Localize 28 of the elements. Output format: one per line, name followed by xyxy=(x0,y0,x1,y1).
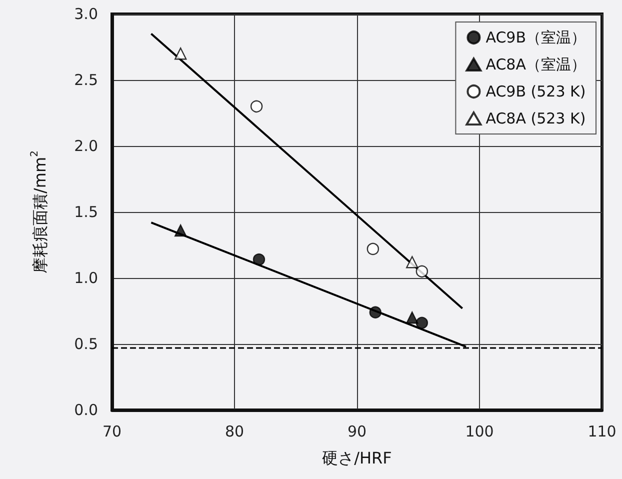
x-tick-label: 80 xyxy=(224,422,244,440)
point xyxy=(174,48,187,60)
point xyxy=(252,253,266,266)
point xyxy=(250,100,263,112)
point xyxy=(416,316,428,329)
y-tick-label: 3.0 xyxy=(74,5,98,23)
y-axis-title: 摩耗痕面積/mm2 xyxy=(30,150,50,274)
y-tick-label: 2.5 xyxy=(74,71,98,89)
point xyxy=(406,256,418,268)
x-tick-label: 100 xyxy=(465,422,494,440)
y-tick-label: 0.5 xyxy=(74,335,98,353)
legend-label: AC9B (523 K) xyxy=(486,82,586,100)
point xyxy=(174,224,187,237)
y-tick-label: 1.0 xyxy=(74,269,98,287)
legend-label: AC8A (523 K) xyxy=(486,110,586,128)
legend-label: AC9B（室温） xyxy=(486,28,586,46)
y-tick-label: 2.0 xyxy=(74,137,98,155)
x-tick-label: 70 xyxy=(102,422,122,440)
x-tick-label: 90 xyxy=(347,422,367,440)
y-tick-label: 0.0 xyxy=(74,401,98,419)
x-axis-title: 硬さ/HRF xyxy=(322,448,392,468)
point xyxy=(416,265,428,278)
point xyxy=(366,242,380,256)
x-tick-label: 110 xyxy=(588,422,616,440)
point xyxy=(369,306,382,318)
point xyxy=(406,312,418,324)
y-tick-label: 1.5 xyxy=(74,203,98,221)
legend-label: AC8A（室温） xyxy=(486,56,586,74)
